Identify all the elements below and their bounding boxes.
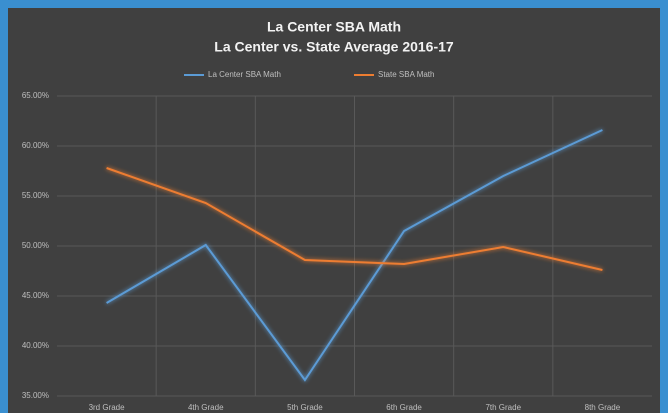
y-tick-label: 35.00% bbox=[22, 391, 49, 400]
x-tick-label: 6th Grade bbox=[386, 403, 422, 412]
legend-label: La Center SBA Math bbox=[208, 70, 281, 79]
x-tick-label: 8th Grade bbox=[585, 403, 621, 412]
y-tick-label: 45.00% bbox=[22, 291, 49, 300]
series-line bbox=[106, 129, 603, 382]
chart-title: La Center SBA Math bbox=[267, 19, 401, 35]
x-tick-label: 7th Grade bbox=[485, 403, 521, 412]
chart-background bbox=[8, 8, 660, 413]
y-tick-label: 40.00% bbox=[22, 341, 49, 350]
chart-subtitle: La Center vs. State Average 2016-17 bbox=[214, 39, 454, 55]
x-tick-label: 3rd Grade bbox=[89, 403, 126, 412]
y-tick-label: 65.00% bbox=[22, 91, 49, 100]
x-tick-label: 4th Grade bbox=[188, 403, 224, 412]
legend-label: State SBA Math bbox=[378, 70, 434, 79]
y-tick-label: 55.00% bbox=[22, 191, 49, 200]
series-line bbox=[106, 167, 603, 271]
x-tick-label: 5th Grade bbox=[287, 403, 323, 412]
y-tick-label: 60.00% bbox=[22, 141, 49, 150]
y-tick-label: 50.00% bbox=[22, 241, 49, 250]
